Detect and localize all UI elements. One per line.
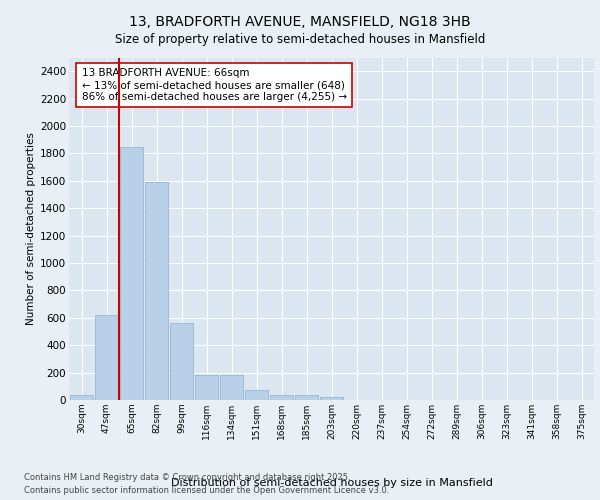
Bar — [95, 315, 118, 400]
Bar — [145, 182, 168, 400]
Bar — [120, 146, 143, 400]
Bar — [270, 394, 293, 400]
Y-axis label: Number of semi-detached properties: Number of semi-detached properties — [26, 132, 36, 325]
Bar — [70, 394, 93, 400]
Text: Size of property relative to semi-detached houses in Mansfield: Size of property relative to semi-detach… — [115, 32, 485, 46]
Text: 13, BRADFORTH AVENUE, MANSFIELD, NG18 3HB: 13, BRADFORTH AVENUE, MANSFIELD, NG18 3H… — [129, 15, 471, 29]
Bar — [295, 394, 318, 400]
X-axis label: Distribution of semi-detached houses by size in Mansfield: Distribution of semi-detached houses by … — [170, 478, 493, 488]
Text: Contains public sector information licensed under the Open Government Licence v3: Contains public sector information licen… — [24, 486, 389, 495]
Bar — [320, 398, 343, 400]
Bar — [170, 324, 193, 400]
Text: 13 BRADFORTH AVENUE: 66sqm
← 13% of semi-detached houses are smaller (648)
86% o: 13 BRADFORTH AVENUE: 66sqm ← 13% of semi… — [82, 68, 347, 102]
Bar — [220, 374, 243, 400]
Text: Contains HM Land Registry data © Crown copyright and database right 2025.: Contains HM Land Registry data © Crown c… — [24, 474, 350, 482]
Bar — [195, 374, 218, 400]
Bar — [245, 390, 268, 400]
